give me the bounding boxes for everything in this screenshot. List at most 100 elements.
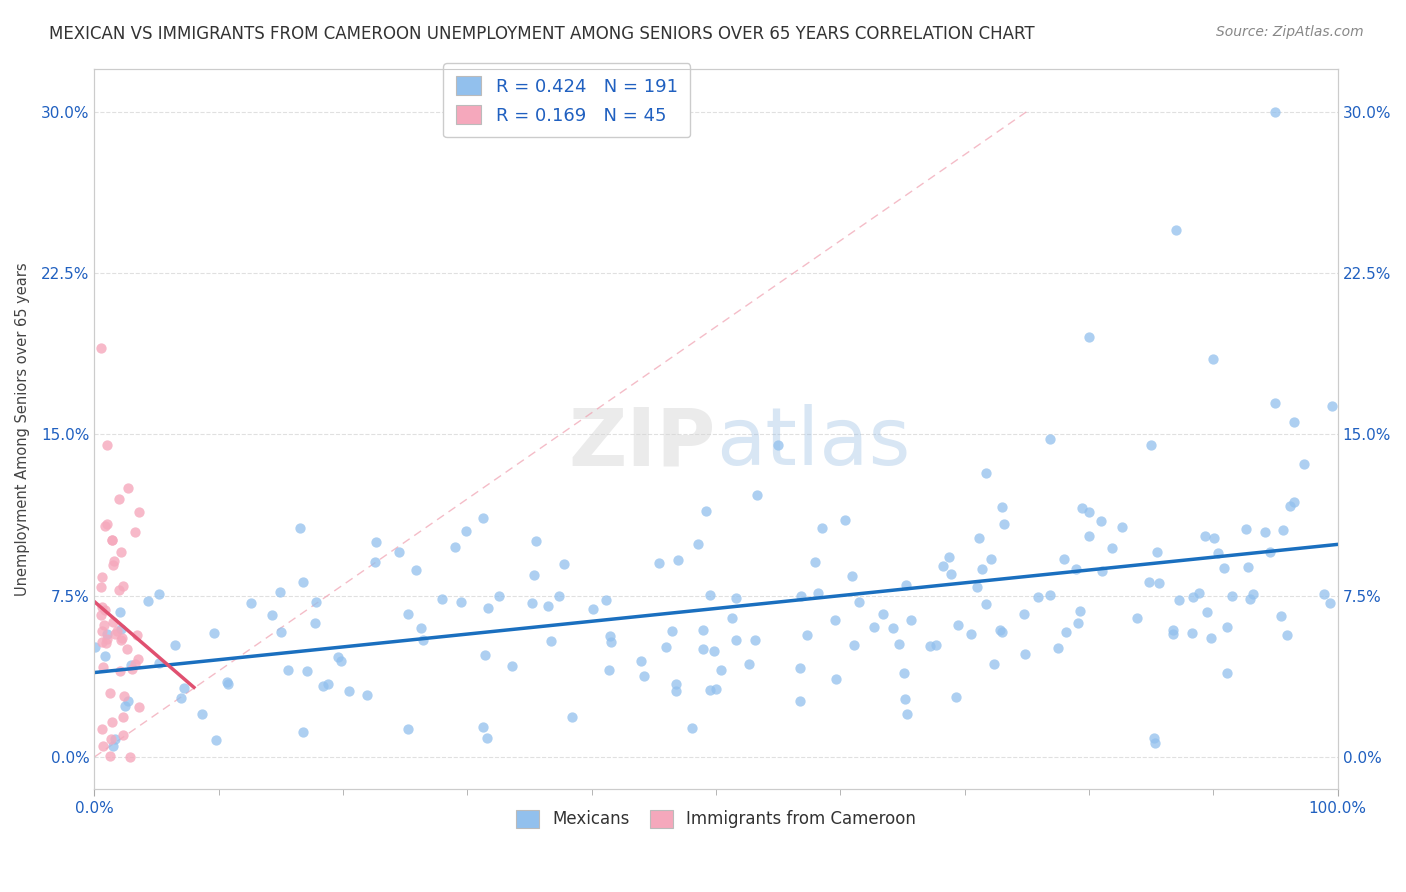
Point	[918, 640, 941, 654]
Point	[710, 663, 733, 677]
Point	[893, 666, 915, 681]
Point	[1271, 523, 1294, 537]
Point	[842, 638, 865, 652]
Point	[472, 720, 495, 734]
Point	[94, 519, 117, 533]
Point	[1046, 640, 1069, 655]
Point	[804, 556, 827, 570]
Point	[665, 677, 688, 691]
Point	[938, 550, 960, 565]
Point	[215, 675, 238, 690]
Point	[1194, 529, 1216, 543]
Point	[101, 533, 124, 548]
Point	[598, 663, 620, 677]
Point	[96, 517, 118, 532]
Point	[1320, 399, 1343, 413]
Point	[148, 656, 170, 670]
Point	[128, 504, 150, 518]
Point	[477, 600, 499, 615]
Point	[796, 628, 818, 642]
Point	[405, 564, 427, 578]
Point	[121, 662, 143, 676]
Point	[699, 588, 721, 602]
Point	[1069, 604, 1091, 618]
Point	[1126, 610, 1149, 624]
Point	[724, 633, 747, 648]
Point	[1241, 587, 1264, 601]
Point	[896, 578, 918, 592]
Point	[90, 600, 112, 615]
Point	[96, 627, 118, 641]
Point	[882, 621, 904, 635]
Point	[127, 628, 149, 642]
Point	[548, 589, 571, 603]
Point	[124, 657, 146, 671]
Point	[824, 613, 846, 627]
Point	[1258, 545, 1281, 559]
Point	[190, 706, 212, 721]
Point	[599, 635, 621, 649]
Point	[472, 510, 495, 524]
Text: atlas: atlas	[716, 404, 911, 483]
Point	[98, 686, 121, 700]
Point	[1319, 596, 1341, 610]
Point	[117, 694, 139, 708]
Point	[121, 658, 143, 673]
Point	[661, 624, 683, 639]
Point	[409, 621, 432, 635]
Point	[1264, 396, 1286, 410]
Point	[654, 640, 676, 655]
Point	[561, 710, 583, 724]
Point	[1071, 501, 1094, 516]
Point	[396, 607, 419, 621]
Point	[980, 552, 1002, 566]
Point	[1282, 415, 1305, 429]
Point	[1216, 665, 1239, 680]
Point	[1213, 561, 1236, 575]
Point	[112, 728, 135, 742]
Point	[666, 553, 689, 567]
Point	[1234, 522, 1257, 536]
Point	[523, 568, 546, 582]
Point	[526, 534, 548, 549]
Point	[536, 599, 558, 614]
Point	[117, 481, 139, 495]
Point	[103, 739, 125, 753]
Point	[894, 691, 917, 706]
Point	[1039, 432, 1062, 446]
Point	[474, 648, 496, 662]
Point	[1164, 223, 1187, 237]
Point	[1101, 541, 1123, 555]
Point	[738, 657, 761, 671]
Point	[488, 589, 510, 603]
Point	[277, 663, 299, 677]
Point	[945, 690, 967, 704]
Point	[1078, 330, 1101, 344]
Point	[960, 627, 983, 641]
Point	[110, 622, 132, 636]
Point	[1202, 351, 1225, 366]
Point	[896, 707, 918, 722]
Point	[204, 732, 226, 747]
Point	[633, 669, 655, 683]
Point	[288, 521, 311, 535]
Point	[993, 517, 1015, 532]
Point	[721, 610, 744, 624]
Point	[1078, 529, 1101, 543]
Point	[136, 594, 159, 608]
Point	[872, 607, 894, 621]
Point	[789, 661, 811, 675]
Point	[90, 607, 112, 622]
Point	[724, 591, 747, 605]
Point	[990, 625, 1012, 640]
Point	[1064, 562, 1087, 576]
Point	[148, 587, 170, 601]
Point	[118, 750, 141, 764]
Point	[692, 623, 714, 637]
Point	[108, 583, 131, 598]
Point	[704, 682, 727, 697]
Point	[789, 694, 811, 708]
Point	[1143, 731, 1166, 746]
Point	[766, 438, 789, 452]
Point	[1220, 589, 1243, 603]
